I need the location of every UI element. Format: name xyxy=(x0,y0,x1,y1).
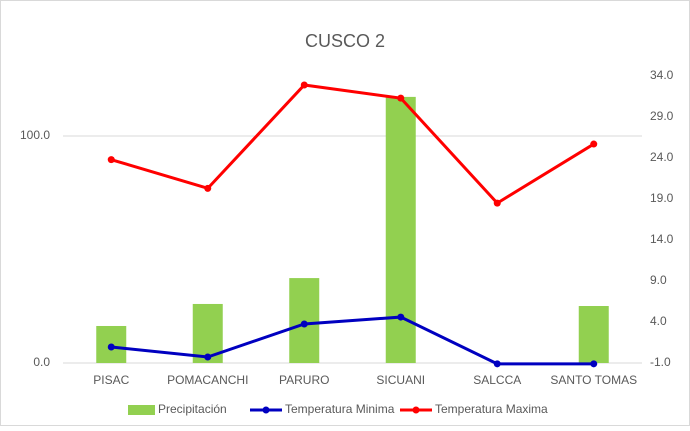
marker xyxy=(107,156,115,164)
x-tick-label: SICUANI xyxy=(376,373,425,387)
y2-tick-label: 14.0 xyxy=(650,232,674,246)
marker xyxy=(397,94,405,102)
y2-tick-label: 9.0 xyxy=(650,273,667,287)
line xyxy=(110,83,595,206)
marker xyxy=(300,81,308,89)
legend-swatch xyxy=(128,405,155,415)
marker xyxy=(590,360,598,368)
marker xyxy=(204,353,212,361)
legend-label: Temperatura Minima xyxy=(285,402,395,416)
x-tick-label: PARURO xyxy=(279,373,329,387)
x-tick-label: POMACANCHI xyxy=(167,373,248,387)
marker xyxy=(590,140,598,148)
marker xyxy=(204,184,212,192)
legend-label: Temperatura Maxima xyxy=(435,402,548,416)
marker xyxy=(493,199,501,207)
y2-tick-label: 4.0 xyxy=(650,314,667,328)
x-tick-label: SANTO TOMAS xyxy=(550,373,637,387)
legend-swatch xyxy=(412,406,420,414)
y-tick-label: 100.0 xyxy=(20,128,50,142)
line xyxy=(111,315,594,366)
chart-title: CUSCO 2 xyxy=(305,31,385,51)
x-tick-label: SALCCA xyxy=(473,373,521,387)
marker xyxy=(397,313,405,321)
y2-tick-label: 24.0 xyxy=(650,150,674,164)
marker xyxy=(493,360,501,368)
y2-tick-label: -1.0 xyxy=(650,355,671,369)
legend-label: Precipitación xyxy=(158,402,227,416)
y2-tick-label: 29.0 xyxy=(650,109,674,123)
y2-tick-label: 34.0 xyxy=(650,68,674,82)
marker xyxy=(300,320,308,328)
y2-tick-label: 19.0 xyxy=(650,191,674,205)
bar xyxy=(578,306,609,363)
legend-swatch xyxy=(262,406,270,414)
y-tick-label: 0.0 xyxy=(33,355,50,369)
x-tick-label: PISAC xyxy=(93,373,129,387)
marker xyxy=(107,343,115,351)
